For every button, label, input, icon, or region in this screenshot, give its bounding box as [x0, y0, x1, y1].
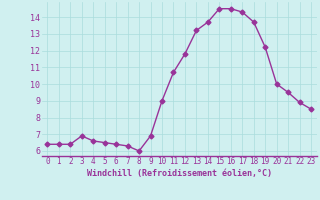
X-axis label: Windchill (Refroidissement éolien,°C): Windchill (Refroidissement éolien,°C) [87, 169, 272, 178]
